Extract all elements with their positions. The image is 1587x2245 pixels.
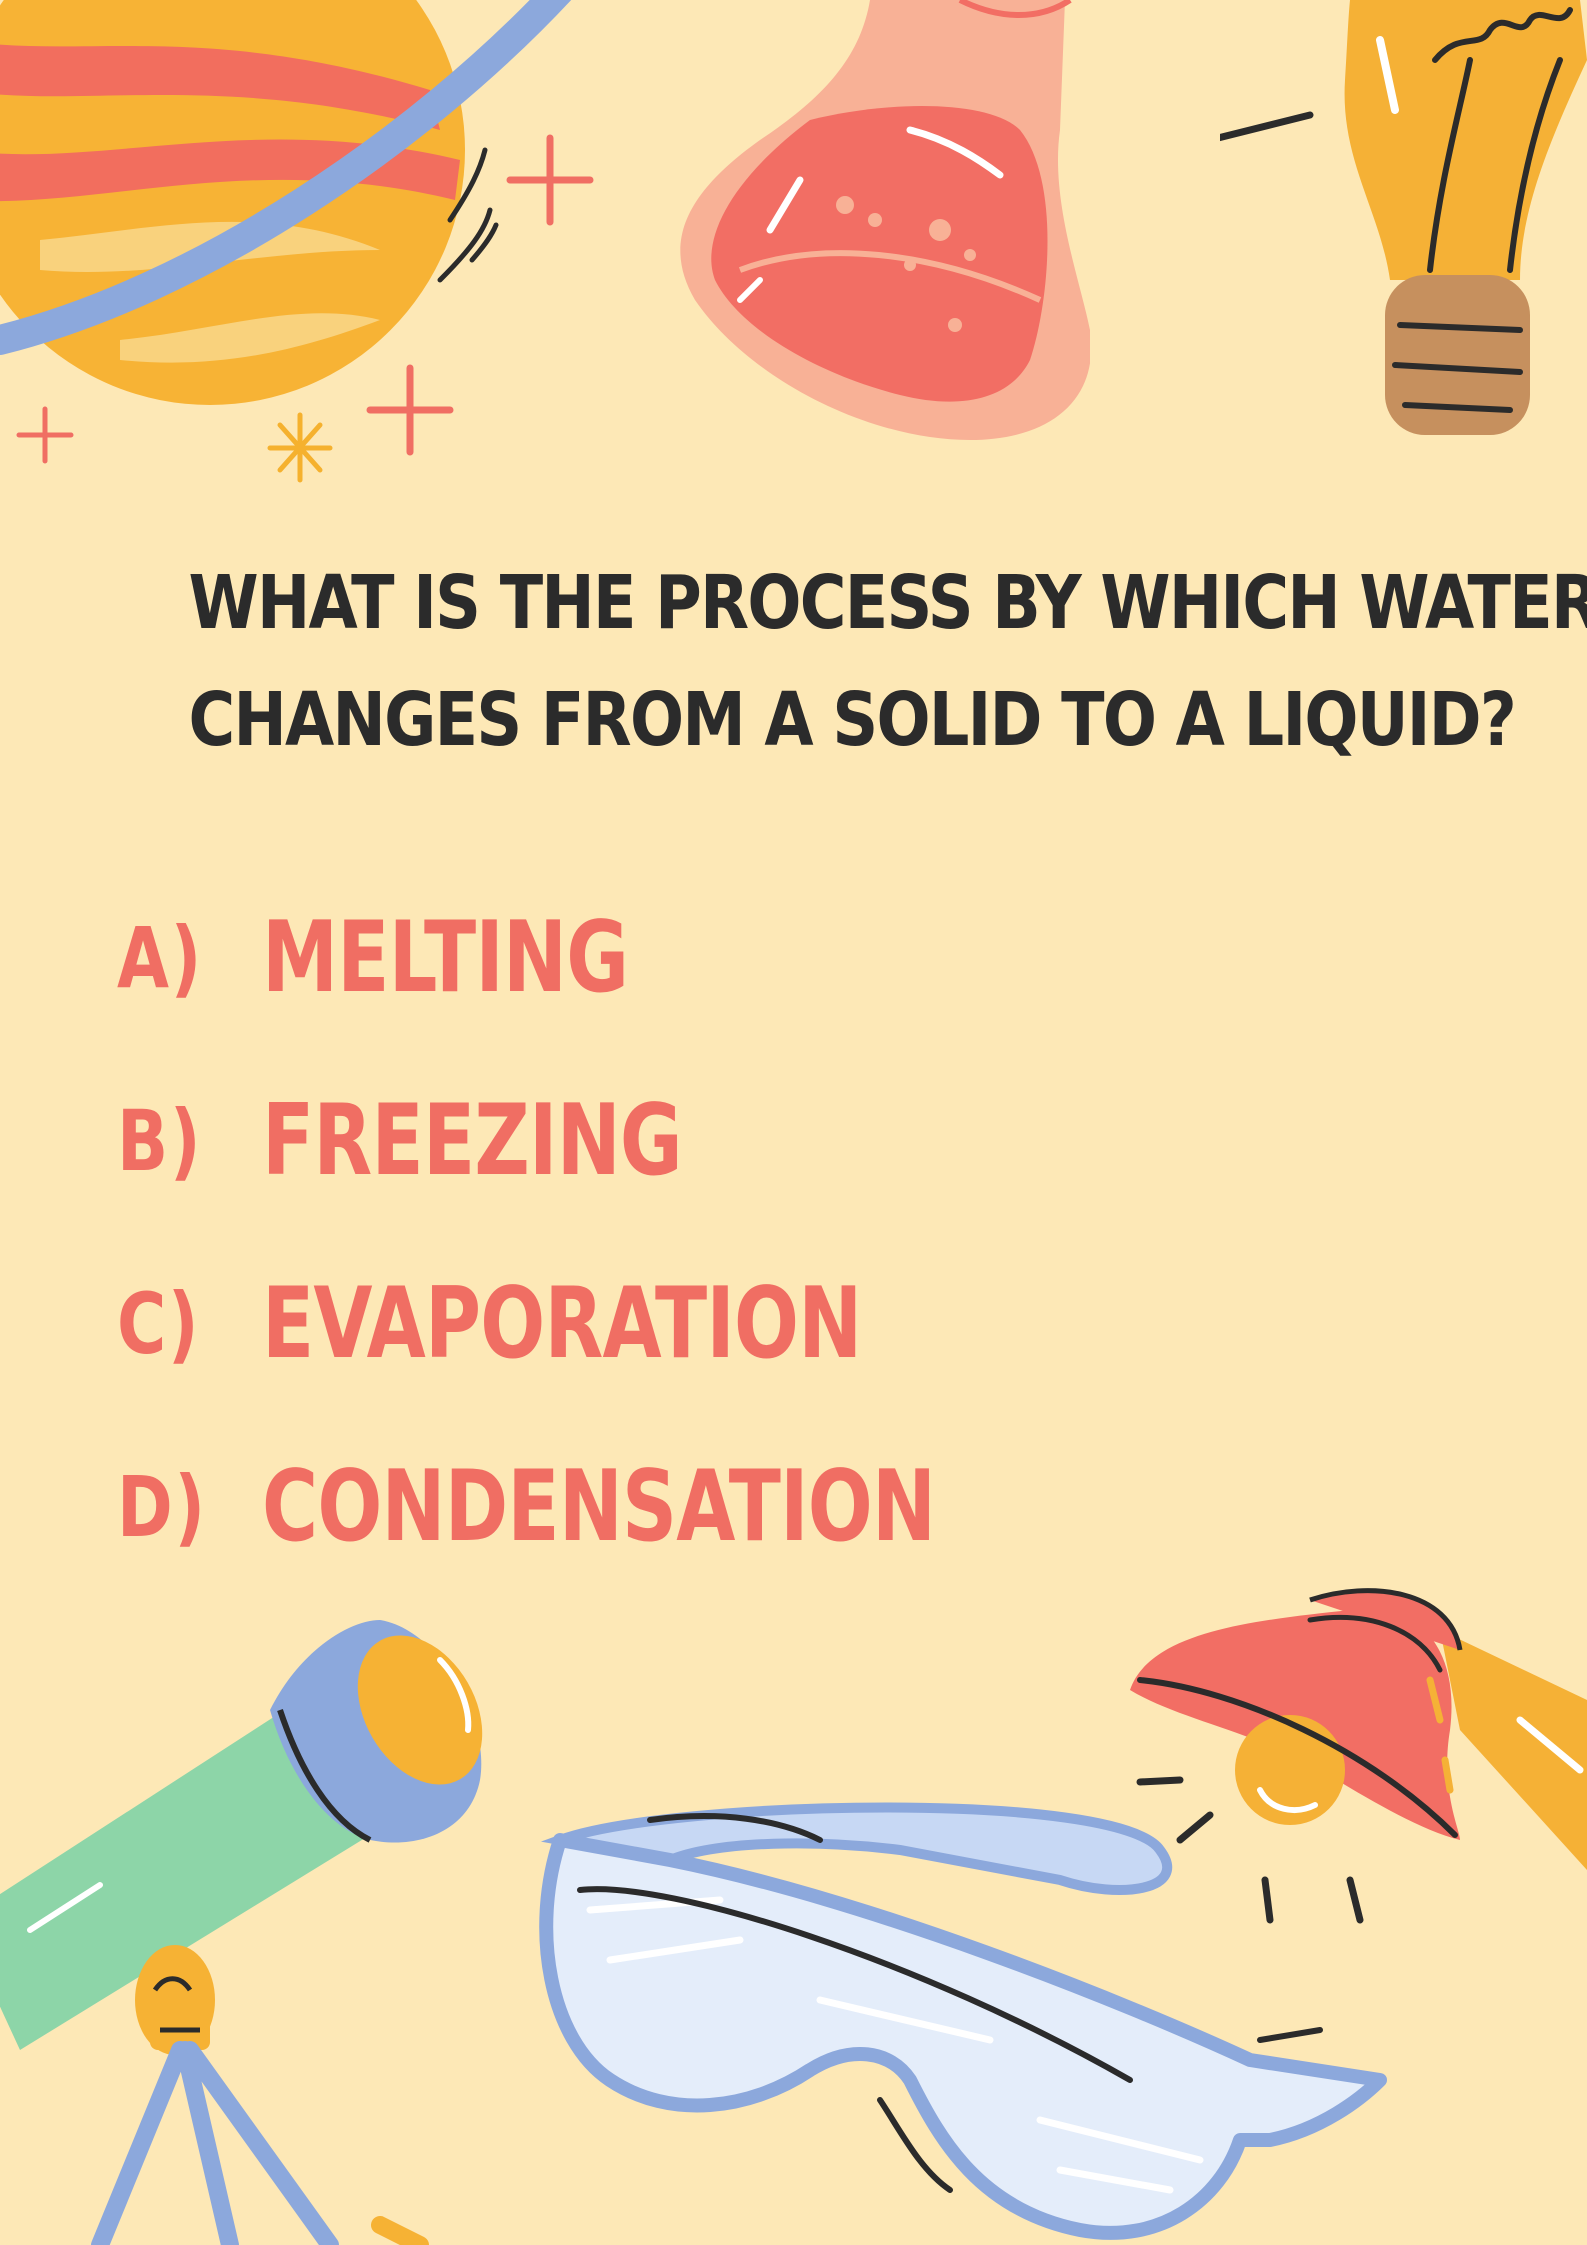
sparkle-icon [506, 134, 594, 226]
option-letter: D) [117, 1458, 207, 1556]
option-d[interactable]: D) CONDENSATION [117, 1450, 1125, 1564]
option-letter: C) [117, 1275, 201, 1373]
question-line-1: WHAT IS THE PROCESS BY WHICH WATER [188, 560, 1587, 646]
question-text: WHAT IS THE PROCESS BY WHICH WATER CHANG… [188, 545, 1587, 779]
goggles-icon [539, 1802, 1387, 2240]
option-letter: A) [117, 909, 203, 1007]
option-text: CONDENSATION [262, 1450, 936, 1564]
option-c[interactable]: C) EVAPORATION [117, 1267, 1030, 1381]
option-text: EVAPORATION [262, 1267, 862, 1381]
option-letter: B) [117, 1092, 203, 1190]
option-a[interactable]: A) MELTING [117, 901, 731, 1015]
question-line-2: CHANGES FROM A SOLID TO A LIQUID? [188, 677, 1516, 763]
lamp-icon [1130, 1588, 1587, 1924]
lightbulb-icon [1220, 0, 1587, 435]
option-text: MELTING [262, 901, 629, 1015]
telescope-icon [0, 1620, 483, 2245]
flask-icon [680, 0, 1090, 440]
sparkle-icon [366, 364, 454, 456]
option-b[interactable]: B) FREEZING [117, 1084, 800, 1198]
planet-icon [0, 0, 572, 405]
sparkle-icon [16, 406, 74, 464]
sparkle-icon [267, 412, 333, 483]
option-text: FREEZING [262, 1084, 683, 1198]
